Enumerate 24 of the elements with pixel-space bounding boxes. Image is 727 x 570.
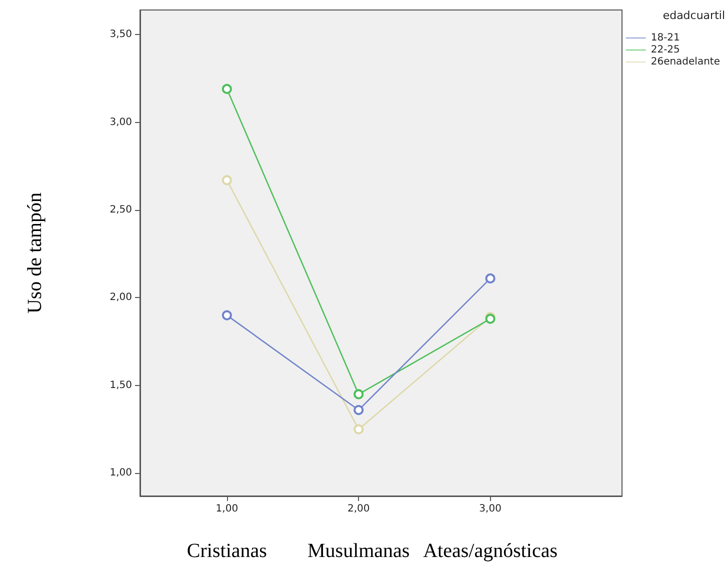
x-tick-label: 1,00: [216, 504, 238, 514]
y-axis-title: Uso de tampón: [24, 192, 46, 314]
point: [354, 405, 364, 416]
legend-label: 18-21: [650, 32, 680, 44]
legend-label: 22-25: [650, 44, 680, 56]
point: [354, 389, 364, 400]
text: Cristianas: [186, 540, 268, 562]
y-tick-label: 2,00: [110, 292, 132, 304]
y-tick-label: 3,00: [110, 116, 132, 128]
x-tick-label: 2,00: [347, 504, 370, 514]
legend-label: 26enadelante: [650, 56, 720, 68]
text: Musulmanas: [308, 540, 410, 562]
point: [222, 84, 232, 94]
legend-title: edadcuartil: [662, 9, 726, 22]
point: [222, 175, 232, 186]
point: [354, 424, 364, 434]
x-tick-label: 3,00: [479, 504, 502, 514]
y-tick-label: 3,50: [110, 29, 132, 40]
point: [485, 273, 496, 284]
y-tick-label: 2,50: [110, 204, 132, 216]
y-tick-label: 1,00: [110, 468, 132, 479]
point: [222, 310, 232, 320]
y-tick-label: 1,50: [110, 380, 132, 391]
text: Ateas/agnósticas: [423, 540, 558, 562]
